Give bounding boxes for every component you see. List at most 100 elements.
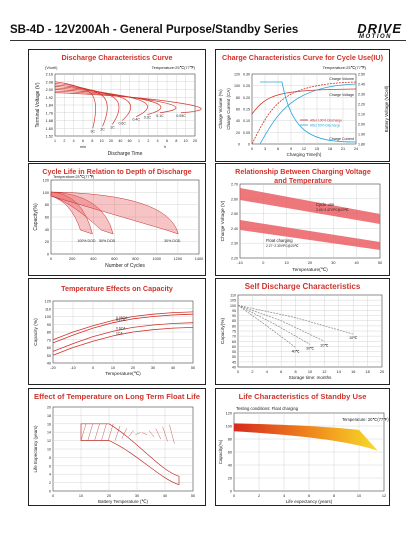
series-label: 40℃ (292, 349, 301, 353)
x-tick-label: 30 (331, 261, 335, 265)
legend-entry: After 100% Discharge (310, 119, 342, 123)
y-axis-label: Charge Current (CA) (226, 88, 231, 130)
x-tick-label: 800 (132, 257, 138, 261)
x-tick-label: 2 (251, 370, 253, 374)
x-group-label: min (80, 145, 86, 149)
band-label: 50% DOD (99, 239, 116, 243)
band-label: 2.43~2.47VPC@20℃ (316, 208, 349, 212)
y-tick-label: 40 (47, 362, 51, 366)
x-tick-label: 6 (308, 494, 310, 498)
y-tick-label: 60 (228, 451, 232, 455)
band-area (50, 191, 114, 235)
y-tick-label: 2.16 (46, 73, 53, 77)
y-tick-label: 70 (47, 338, 51, 342)
y-tick-label: 1.80 (358, 143, 365, 147)
series-label: 1C (110, 125, 115, 129)
y-tick-label: 12 (47, 439, 51, 443)
header: SB-4D - 12V200Ah - General Purpose/Stand… (0, 0, 416, 41)
x-tick-label: 4 (266, 370, 268, 374)
y-tick-label: 110 (230, 294, 236, 298)
x-tick-label: 0 (251, 147, 253, 151)
y-tick-label: 2.08 (46, 80, 53, 84)
series-line (251, 88, 357, 115)
y-tick-label: 20 (236, 131, 240, 135)
x-tick-label: 400 (90, 257, 96, 261)
volt-temp-chart: 2.20 2.30 2.40 2.50 2.60 2.70 -10 0 10 20 30 40 50 Te… (220, 183, 382, 274)
x-tick-label: 16 (351, 370, 355, 374)
y-tick-label: 80 (236, 96, 240, 100)
y-tick-label: 2.10 (358, 113, 365, 117)
y-tick-label: 20 (45, 240, 49, 244)
x-tick-label: 4 (157, 139, 159, 143)
series-label: 3C (91, 129, 96, 133)
y-axis-label: Battery Voltage (V/Cell) (384, 85, 389, 132)
band-hatch (114, 425, 121, 441)
y-tick-label: 120 (234, 73, 240, 77)
y-tick-label: 120 (45, 300, 51, 304)
x-tick-label: 30 (135, 494, 139, 498)
brand-logo-sub: MOTION (359, 34, 392, 40)
x-tick-label: 10 (357, 494, 361, 498)
band-area (50, 191, 93, 235)
band-hatch (148, 430, 155, 438)
band-area (240, 220, 380, 250)
panel-title: Relationship Between Charging Voltage an… (235, 167, 371, 185)
y-tick-label: 2 (49, 481, 51, 485)
x-tick-label: 2 (147, 139, 149, 143)
discharge-chart: Temperature:25℃(77℉) (V/cell) 1.52 1.60 1.68… (35, 65, 202, 157)
y-tick-label: 2.50 (358, 73, 365, 77)
legend-entry: After 50% Discharge (310, 124, 340, 128)
y-tick-label: 100 (43, 191, 49, 195)
header-divider (10, 40, 406, 41)
x-tick-label: 4 (283, 494, 285, 498)
y-tick-label: 75 (232, 330, 236, 334)
x-tick-label: 1200 (174, 257, 182, 261)
x-tick-label: 18 (328, 147, 332, 151)
band-hatch (162, 426, 168, 442)
y-tick-label: 0 (238, 143, 240, 147)
y-tick-label: 1.90 (358, 133, 365, 137)
series-label: 0.1CA (116, 318, 126, 322)
y-tick-label: 100 (234, 84, 240, 88)
band-area (240, 188, 380, 224)
y-axis-label: Capacity(%) (220, 318, 226, 345)
series-label: 0.2C (144, 116, 152, 120)
series-line (237, 304, 311, 345)
x-tick-label: 8 (175, 139, 177, 143)
band-outline (80, 423, 180, 486)
y-tick-label: 100 (45, 315, 51, 319)
series-line (52, 313, 194, 344)
x-tick-label: 1000 (152, 257, 160, 261)
x-tick-label: 40 (171, 366, 175, 370)
band-hatch (80, 423, 87, 441)
panel-volt-temp: Relationship Between Charging Voltage an… (215, 163, 390, 276)
capacity-temp-chart: 40 50 60 70 80 90 100 110 120 -20 -10 0 10 20 30 40 50 Te… (33, 300, 195, 378)
x-tick-label: 20 (109, 139, 113, 143)
y-tick-label: 60 (45, 216, 49, 220)
x-axis-label: Number of Cycles (105, 263, 145, 269)
series-label: 1CA (116, 331, 123, 335)
band-label: Cycle use (316, 202, 335, 207)
x-tick-label: 15 (315, 147, 319, 151)
y-tick-label: 20 (47, 406, 51, 410)
band-area (234, 423, 378, 451)
y-tick-label: 1.84 (46, 104, 53, 108)
panel-float-life: Effect of Temperature on Long Term Float… (28, 388, 206, 506)
x-axis-label: Temperature(℃) (105, 371, 141, 377)
y-axis-label: Charge Volume (%) (218, 89, 223, 129)
y-tick-label: 105 (230, 299, 236, 303)
x-tick-label: 0 (233, 494, 235, 498)
x-tick-label: 10 (285, 261, 289, 265)
panel-cycle-charge: Charge Characteristics Curve for Cycle U… (215, 49, 390, 162)
y-axis-label: Capacity (%) (33, 318, 39, 346)
y-tick-label: 2.40 (358, 83, 365, 87)
y-tick-label: 2.00 (358, 123, 365, 127)
y-tick-label: 0.25 (243, 84, 250, 88)
x-axis-label: Discharge Time (108, 151, 143, 157)
band-area (50, 191, 179, 235)
y-tick-label: 0 (47, 253, 49, 257)
test-temperature: Temperature: 20℃(77℉) (342, 417, 389, 422)
page-title: SB-4D - 12V200Ah - General Purpose/Stand… (10, 24, 299, 36)
